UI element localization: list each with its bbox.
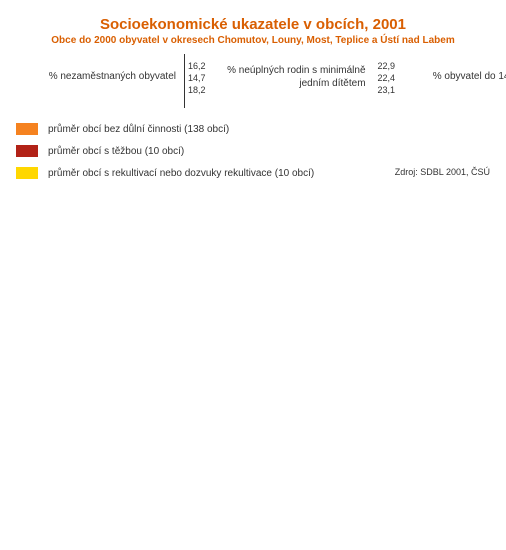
bar-row: 23,1 (374, 84, 396, 95)
bar-row: 18,2 (184, 84, 206, 95)
chart-category: % nezaměstnaných obyvatel 16,2 14,7 18,2 (16, 60, 206, 95)
legend-swatch (16, 123, 38, 135)
bar-value: 23,1 (378, 85, 396, 95)
legend-label: průměr obcí bez důlní činnosti (138 obcí… (48, 124, 229, 135)
bar-value: 14,7 (188, 73, 206, 83)
chart-category: % obyvatel do 14 let včetně16,416,617,7 (395, 60, 506, 95)
bar-row: 22,9 (374, 60, 396, 71)
bar-value: 16,2 (188, 61, 206, 71)
chart-category: % neúplných rodin s minimálně jedním dít… (206, 60, 396, 95)
y-axis-line (184, 54, 185, 108)
category-label: % neúplných rodin s minimálně jedním dít… (206, 60, 374, 95)
category-label: % obyvatel do 14 let včetně (395, 60, 506, 95)
bar-row: 16,2 (184, 60, 206, 71)
chart-subtitle: Obce do 2000 obyvatel v okresech Chomuto… (16, 35, 490, 46)
legend-swatch (16, 167, 38, 179)
legend-label: průměr obcí s rekultivací nebo dozvuky r… (48, 168, 314, 179)
legend-label: průměr obcí s těžbou (10 obcí) (48, 146, 184, 157)
bar-row: 22,4 (374, 72, 396, 83)
legend-swatch (16, 145, 38, 157)
legend-item: průměr obcí bez důlní činnosti (138 obcí… (16, 123, 490, 135)
bar-value: 22,4 (378, 73, 396, 83)
legend-item: průměr obcí s těžbou (10 obcí) (16, 145, 490, 157)
category-label: % nezaměstnaných obyvatel (16, 60, 184, 95)
bar-row: 14,7 (184, 72, 206, 83)
bar-chart: % nezaměstnaných obyvatel 16,2 14,7 18,2% n… (16, 60, 490, 105)
bar-value: 18,2 (188, 85, 206, 95)
chart-title: Socioekonomické ukazatele v obcích, 2001 (16, 16, 490, 33)
bar-value: 22,9 (378, 61, 396, 71)
